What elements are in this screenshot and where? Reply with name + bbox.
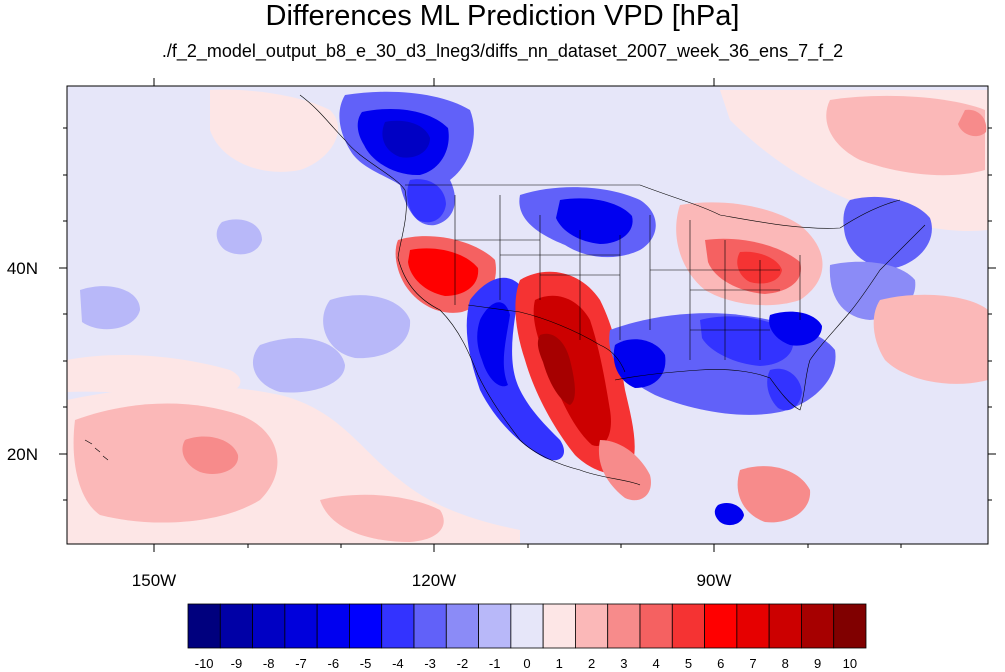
pacific-cool-2	[252, 337, 345, 393]
hawaii-islands	[84, 439, 109, 461]
colorbar-label: 9	[814, 656, 821, 671]
colorbar-box	[349, 603, 383, 649]
lat-label-40n: 40N	[7, 259, 38, 278]
us-canada-border	[405, 184, 901, 229]
southwest-warm-deep	[537, 333, 575, 405]
map-ticks	[59, 78, 996, 552]
florida-cool	[767, 368, 802, 411]
lon-label-150w: 150W	[132, 571, 176, 590]
colorbar-box	[768, 603, 802, 649]
washington-cool	[407, 179, 446, 223]
colorbar-label: -5	[360, 656, 372, 671]
colorbar-box	[736, 603, 770, 649]
colorbar-box	[639, 603, 673, 649]
california-warm-core	[408, 248, 479, 296]
colorbar-label: -3	[424, 656, 436, 671]
caribbean-warm	[737, 466, 811, 523]
colorbar-label: 7	[749, 656, 756, 671]
colorbar-label: 10	[843, 656, 857, 671]
colorbar-box	[252, 603, 286, 649]
colorbar-box	[445, 603, 479, 649]
colorbar-label: 4	[653, 656, 660, 671]
midwest-warm-spot	[737, 251, 782, 284]
colorbar: -10 -9 -8 -7 -6 -5 -4 -3 -2 -1 0 1 2 3 4 5 6 7 8 9 10	[187, 603, 867, 671]
colorbar-label: 2	[588, 656, 595, 671]
caribbean-cool-spot	[714, 503, 744, 526]
lat-label-20n: 20N	[7, 445, 38, 464]
state-lines-central	[649, 215, 801, 360]
southeast-cool-core	[700, 316, 794, 366]
pacific-cool-1	[323, 295, 411, 359]
colorbar-box	[187, 603, 221, 649]
colorbar-box	[671, 603, 705, 649]
us-mexico-border	[467, 304, 626, 373]
chart-subtitle: ./f_2_model_output_b8_e_30_d3_lneg3/diff…	[161, 41, 844, 61]
mexico-warm-tail	[598, 440, 651, 501]
pacific-cool-4	[80, 286, 140, 330]
colorbar-box	[381, 603, 415, 649]
colorbar-box	[510, 603, 544, 649]
pacific-warm-spot	[182, 436, 239, 475]
colorbar-box	[801, 603, 835, 649]
canada-east-warm-core	[826, 95, 985, 176]
west-coast-cool-core	[477, 302, 510, 387]
north-pacific-warm	[210, 89, 339, 172]
colorbar-label: -7	[295, 656, 307, 671]
colorbar-label: -1	[489, 656, 501, 671]
texas-cool-core	[613, 339, 666, 388]
northern-plains-cool-core	[556, 198, 633, 244]
colorbar-label: -6	[328, 656, 340, 671]
lon-label-90w: 90W	[697, 571, 732, 590]
colorbar-label: -4	[392, 656, 404, 671]
southern-warm-strip	[320, 494, 444, 542]
colorbar-label: -8	[263, 656, 275, 671]
pacific-cool-3	[216, 219, 262, 255]
colorbar-label: -10	[195, 656, 214, 671]
colorbar-label: 1	[556, 656, 563, 671]
map-panel	[66, 85, 989, 545]
gulf-coastline	[614, 224, 926, 411]
pacific-warm-core	[73, 403, 278, 523]
colorbar-box	[284, 603, 318, 649]
colorbar-box	[607, 603, 641, 649]
colorbar-label: 0	[523, 656, 530, 671]
coastlines	[84, 94, 926, 486]
colorbar-label: 6	[717, 656, 724, 671]
colorbar-box	[478, 603, 512, 649]
chart-title: Differences ML Prediction VPD [hPa]	[265, 0, 740, 32]
northwest-cool-deep	[382, 120, 430, 158]
colorbar-box	[575, 603, 609, 649]
colorbar-box	[413, 603, 447, 649]
atlantic-warm	[873, 294, 988, 384]
lon-label-120w: 120W	[412, 571, 456, 590]
state-lines-west	[454, 195, 621, 340]
pacific-coastline	[299, 94, 641, 486]
colorbar-box	[316, 603, 350, 649]
colorbar-label: 8	[782, 656, 789, 671]
canada-east-warm-spot	[958, 109, 987, 137]
northeast-cool	[843, 196, 932, 269]
carolina-cool	[769, 311, 822, 346]
pacific-warm-band	[67, 355, 241, 396]
colorbar-box	[219, 603, 253, 649]
colorbar-label: -9	[231, 656, 243, 671]
colorbar-label: 5	[685, 656, 692, 671]
colorbar-label: -2	[457, 656, 469, 671]
vpd-difference-field	[67, 89, 988, 544]
colorbar-box	[704, 603, 738, 649]
colorbar-box	[833, 603, 867, 649]
colorbar-label: 3	[620, 656, 627, 671]
colorbar-box	[542, 603, 576, 649]
